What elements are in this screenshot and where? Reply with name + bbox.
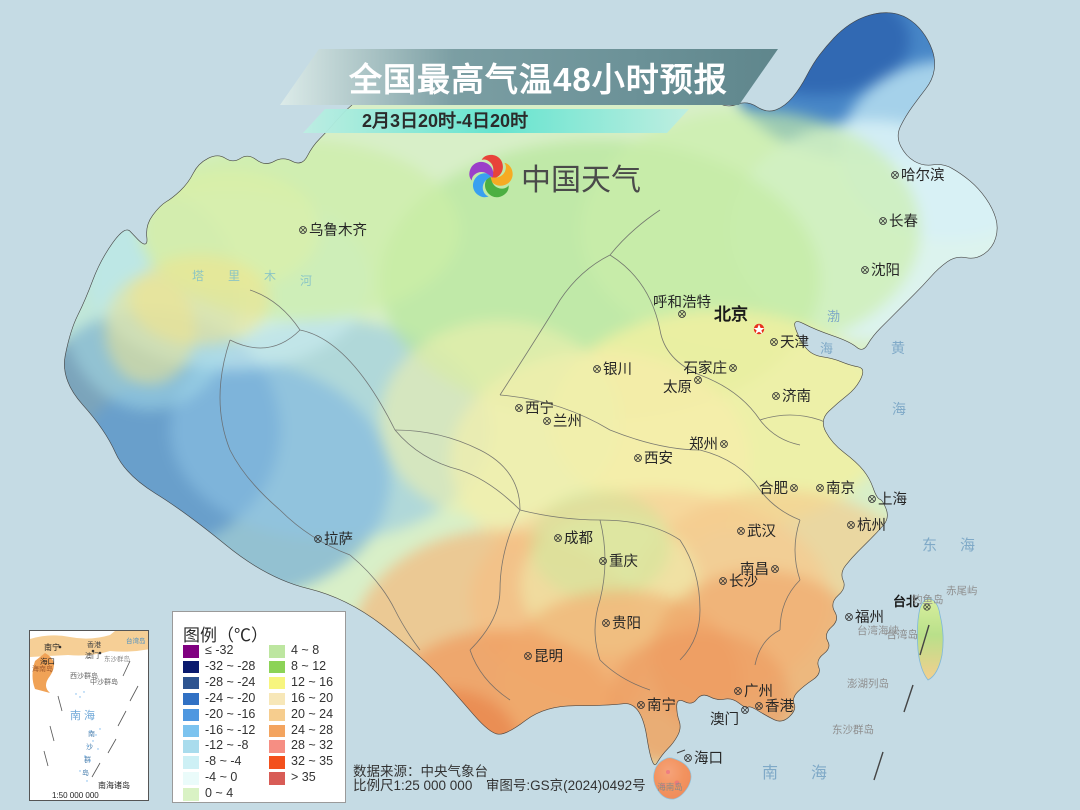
svg-text:武汉: 武汉 [747, 523, 776, 540]
svg-text:南京: 南京 [826, 480, 855, 497]
svg-text:海: 海 [960, 537, 975, 554]
svg-text:海口: 海口 [694, 750, 723, 767]
svg-text:澳门: 澳门 [710, 711, 739, 728]
svg-text:郑州: 郑州 [689, 436, 718, 453]
svg-text:数据来源：中央气象台: 数据来源：中央气象台 [353, 764, 488, 779]
svg-text:昆明: 昆明 [534, 649, 563, 665]
svg-text:中国天气: 中国天气 [521, 164, 641, 197]
svg-text:2月3日20时-4日20时: 2月3日20时-4日20时 [362, 111, 528, 131]
svg-text:合肥: 合肥 [759, 480, 788, 497]
svg-text:天津: 天津 [780, 334, 809, 351]
svg-text:南: 南 [762, 764, 778, 782]
svg-text:海: 海 [892, 401, 906, 417]
svg-text:渤: 渤 [827, 309, 840, 324]
svg-text:海南岛: 海南岛 [657, 782, 683, 792]
svg-text:木: 木 [264, 269, 276, 283]
svg-text:比例尺1:25 000 000 审图号:GS京(2024)0: 比例尺1:25 000 000 审图号:GS京(2024)0492号 [353, 778, 646, 793]
svg-text:全国最高气温48小时预报: 全国最高气温48小时预报 [348, 61, 728, 98]
svg-text:东沙群岛: 东沙群岛 [832, 723, 874, 736]
svg-text:福州: 福州 [855, 609, 884, 626]
svg-text:长春: 长春 [889, 213, 918, 230]
svg-text:河: 河 [300, 274, 312, 288]
svg-text:成都: 成都 [564, 530, 593, 547]
svg-text:东: 东 [922, 537, 937, 554]
svg-text:广州: 广州 [744, 683, 773, 700]
svg-text:沈阳: 沈阳 [871, 262, 900, 279]
svg-text:钓鱼岛: 钓鱼岛 [912, 593, 944, 606]
svg-text:济南: 济南 [782, 388, 811, 405]
svg-text:塔: 塔 [192, 269, 204, 283]
svg-text:杭州: 杭州 [857, 517, 886, 534]
svg-text:呼和浩特: 呼和浩特 [653, 294, 711, 311]
svg-text:太原: 太原 [663, 379, 692, 396]
svg-text:里: 里 [228, 269, 240, 283]
svg-text:哈尔滨: 哈尔滨 [901, 167, 945, 184]
svg-text:贵阳: 贵阳 [612, 615, 641, 632]
svg-text:北京: 北京 [714, 304, 748, 324]
svg-text:海: 海 [811, 764, 827, 782]
svg-text:香港: 香港 [765, 698, 794, 715]
svg-text:兰州: 兰州 [553, 413, 582, 430]
svg-text:黄: 黄 [891, 340, 905, 356]
svg-text:拉萨: 拉萨 [324, 531, 353, 548]
svg-text:乌鲁木齐: 乌鲁木齐 [309, 222, 367, 239]
svg-text:长沙: 长沙 [729, 573, 758, 590]
svg-text:南宁: 南宁 [647, 697, 676, 714]
svg-text:海: 海 [820, 341, 833, 356]
svg-text:澎湖列岛: 澎湖列岛 [847, 677, 889, 690]
svg-text:上海: 上海 [878, 491, 907, 508]
svg-text:西宁: 西宁 [525, 400, 554, 417]
svg-text:重庆: 重庆 [609, 553, 638, 570]
svg-text:赤尾屿: 赤尾屿 [946, 585, 978, 597]
svg-text:西安: 西安 [644, 450, 673, 467]
svg-text:石家庄: 石家庄 [684, 359, 728, 377]
svg-text:银川: 银川 [603, 361, 632, 378]
